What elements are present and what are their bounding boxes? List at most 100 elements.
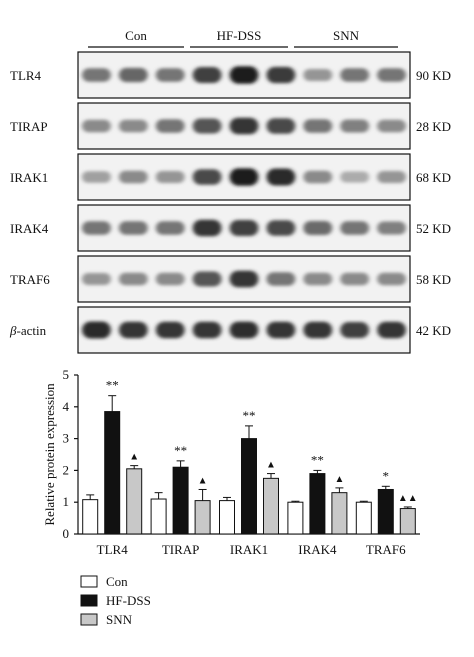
blot-band	[192, 118, 222, 134]
molecular-weight-label: 58 KD	[416, 272, 451, 287]
blot-band	[229, 220, 259, 236]
blot-band	[340, 119, 370, 133]
blot-band	[229, 66, 259, 84]
blot-band	[192, 219, 222, 237]
legend-swatch	[80, 575, 98, 588]
blot-band	[340, 68, 370, 82]
blot-group-header: Con HF-DSS SNN	[88, 28, 398, 48]
blot-band	[340, 272, 370, 286]
y-tick-label: 2	[63, 462, 70, 477]
blot-band	[82, 221, 111, 235]
protein-label: IRAK1	[10, 170, 48, 185]
bar	[309, 473, 326, 535]
protein-label: TRAF6	[10, 272, 50, 287]
blot-band	[82, 321, 111, 339]
blot-band	[82, 119, 111, 133]
blot-band	[118, 67, 148, 83]
x-tick-label: TLR4	[97, 542, 129, 557]
group-label: SNN	[333, 28, 360, 43]
significance-asterisk: **	[106, 378, 119, 393]
blot-band	[192, 169, 222, 185]
blot-row: β-actin 42 KD	[9, 306, 451, 354]
y-tick-label: 4	[63, 399, 70, 414]
blot-row: IRAK4 52 KD	[10, 204, 451, 252]
group-label: HF-DSS	[217, 28, 262, 43]
blot-band	[266, 168, 296, 186]
blot-band	[229, 168, 259, 186]
blot-band	[377, 171, 406, 183]
blot-band	[229, 321, 259, 339]
y-tick-label: 0	[63, 526, 70, 541]
blot-band	[192, 321, 222, 339]
blot-band	[229, 270, 259, 288]
legend-label: Con	[106, 574, 128, 589]
blot-band	[118, 272, 148, 286]
legend-label: HF-DSS	[106, 593, 151, 608]
bar-chart: 0 1 2 3 4 5 Relative protein expression TLR4 TIR…	[42, 367, 420, 627]
legend-label: SNN	[106, 612, 133, 627]
blot-band	[266, 118, 296, 134]
blot-band	[229, 117, 259, 135]
y-tick-label: 1	[63, 494, 70, 509]
blot-band	[303, 69, 333, 81]
blot-band	[266, 272, 296, 286]
blot-band	[118, 170, 148, 184]
blot-band	[377, 68, 406, 82]
blot-band	[377, 272, 406, 286]
blot-band	[118, 321, 148, 339]
blot-band	[155, 119, 185, 133]
protein-label: TLR4	[10, 68, 42, 83]
blot-band	[155, 321, 185, 339]
blot-band	[340, 221, 370, 235]
blot-row: TLR4 90 KD	[10, 51, 451, 99]
significance-asterisk: *	[383, 468, 390, 483]
significance-asterisk: **	[243, 408, 256, 423]
blot-band	[377, 119, 406, 133]
blot-band	[266, 321, 296, 339]
blot-band	[155, 68, 185, 82]
blot-row: TRAF6 58 KD	[10, 255, 451, 303]
blot-row: IRAK1 68 KD	[10, 153, 451, 201]
blot-rows: TLR4 90 KD TIRAP 28 KD IRAK1 68 KD IRAK4 52 KD T…	[9, 51, 451, 354]
y-tick-label: 3	[63, 431, 70, 446]
blot-band	[377, 321, 406, 339]
blot-band	[340, 322, 370, 338]
bar	[104, 411, 121, 535]
bar	[399, 508, 416, 535]
significance-triangle: ▲	[266, 460, 276, 471]
blot-band	[155, 272, 185, 286]
protein-label: TIRAP	[10, 119, 48, 134]
bar	[287, 501, 304, 535]
blot-band	[340, 171, 370, 183]
bar	[263, 477, 279, 535]
bar	[82, 499, 99, 535]
bar	[126, 468, 143, 535]
bar	[331, 492, 348, 535]
blot-band	[192, 67, 222, 83]
blot-band	[303, 221, 333, 235]
y-tick-label: 5	[63, 367, 70, 382]
molecular-weight-label: 68 KD	[416, 170, 451, 185]
bar	[241, 438, 257, 535]
blot-band	[303, 321, 333, 339]
significance-asterisk: **	[174, 443, 187, 458]
bar	[150, 498, 167, 535]
blot-band	[82, 171, 111, 183]
western-blot-panel: Con HF-DSS SNN TLR4 90 KD TIRAP 28 KD IRAK1 68 …	[9, 28, 451, 354]
molecular-weight-label: 42 KD	[416, 323, 451, 338]
blot-band	[377, 221, 406, 235]
bar	[377, 488, 394, 535]
blot-band	[118, 119, 148, 133]
x-tick-label: IRAK1	[230, 542, 268, 557]
protein-label: β-actin	[9, 323, 47, 338]
legend-swatch	[80, 594, 98, 607]
significance-triangle: ▲▲	[398, 493, 418, 504]
blot-band	[303, 119, 333, 133]
chart-bars: ** ▲ ** ▲ ** ▲ ** ▲ * ▲▲	[82, 378, 418, 535]
bar	[172, 466, 189, 535]
legend-swatch	[80, 613, 98, 626]
chart-legend: Con HF-DSS SNN	[80, 574, 151, 627]
blot-band	[82, 273, 111, 285]
blot-row: TIRAP 28 KD	[10, 102, 451, 150]
significance-triangle: ▲	[334, 474, 344, 485]
